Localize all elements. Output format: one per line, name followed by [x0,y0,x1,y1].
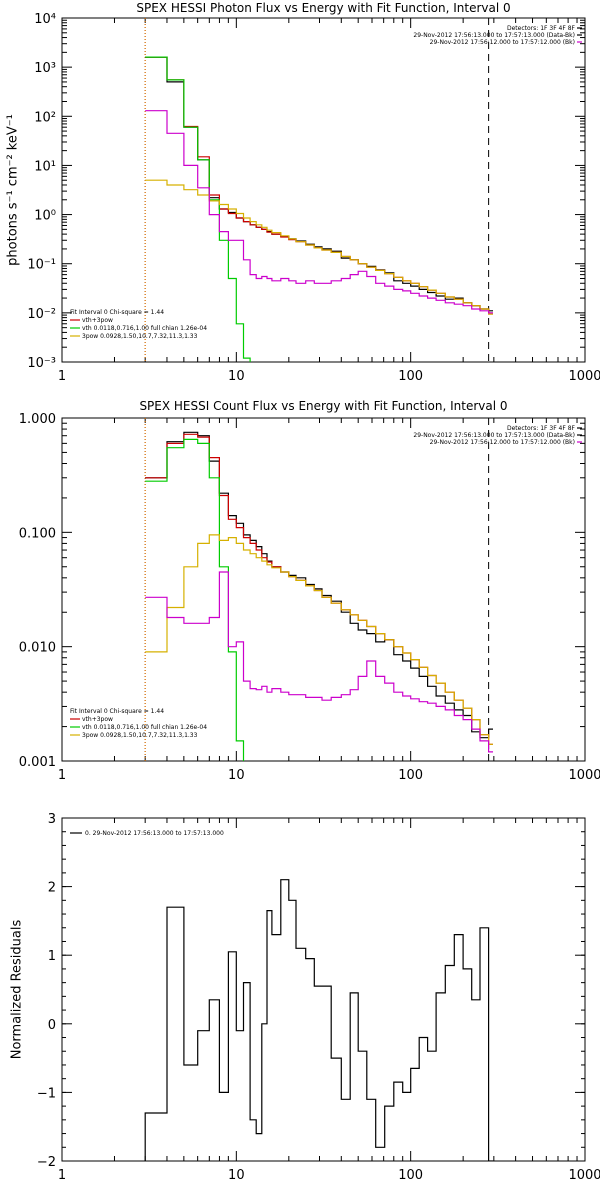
legend-bottom-left-entry: vth 0.0118,0.716,1.00 full chian 1.26e-0… [82,325,207,332]
y-tick-label: 10⁻¹ [27,258,56,273]
legend-bottom-left-entry: Fit Interval 0 Chi-square = 1.44 [70,708,164,715]
y-tick-label: 10⁰ [34,209,56,224]
legend-top-right-entry: 29-Nov-2012 17:56:12.000 to 17:57:12.000… [430,439,575,446]
series-line-bk [145,571,493,753]
axes-frame [61,417,586,762]
x-tick-label: 1000 [568,369,600,384]
y-tick-label: 10⁴ [34,12,56,27]
y-tick-label: 2 [48,881,56,896]
x-tick-label: 1 [58,768,66,783]
y-tick-label: −2 [37,1155,56,1170]
axes-frame [61,17,586,363]
y-tick-label: 10⁻³ [27,356,56,371]
chart-title: SPEX HESSI Photon Flux vs Energy with Fi… [136,1,510,15]
series-line-data [145,56,493,312]
x-tick-label: 1000 [568,1168,600,1183]
legend-bottom-left-entry: vth+3pow [82,317,113,324]
x-tick-label: 10 [228,1168,245,1183]
x-tick-label: 1 [58,1168,66,1183]
legend-bottom-left-entry: vth 0.0118,0.716,1.00 full chian 1.26e-0… [82,724,207,731]
y-tick-label: 10⁻² [27,307,56,322]
y-tick-label: −1 [37,1086,56,1101]
y-tick-label: 1 [48,949,56,964]
legend-top-right-entry: 29-Nov-2012 17:56:12.000 to 17:57:12.000… [430,39,575,46]
series-line-3pow [145,179,493,315]
chart-title: SPEX HESSI Count Flux vs Energy with Fit… [139,399,507,413]
legend-top-right-entry: 29-Nov-2012 17:56:13.000 to 17:57:13.000… [413,432,575,439]
x-tick-label: 100 [398,1168,423,1183]
y-tick-label: 0 [48,1018,56,1033]
series-line-vth [145,438,245,761]
series-group [144,879,493,1161]
y-tick-label: 3 [48,812,56,827]
y-tick-label: 10³ [34,61,56,76]
y-axis-label: photons s⁻¹ cm⁻² keV⁻¹ [6,114,21,266]
x-tick-label: 1 [58,369,66,384]
y-tick-label: 0.001 [19,755,56,770]
chart-panel-2: 1 10 100 1000 0.001 0.010 0.100 1.000 SPEX HESSI… [19,399,600,783]
series-group [145,431,493,761]
axes-frame [61,817,586,1162]
legend-bottom-left-entry: Fit Interval 0 Chi-square = 1.44 [70,309,164,316]
series-line-0-29-nov-2012-17-56-13-000-to-17-57-13-000 [144,879,493,1161]
legend-top-right-entry: Detectors: 1F 3F 4F 8F [507,425,576,432]
legend-top-right-entry: Detectors: 1F 3F 4F 8F [507,25,576,32]
legend-bottom-left-entry: 3pow 0.0928,1.50,10.7,7.32,11.3,1.33 [82,333,198,340]
x-tick-label: 100 [398,768,423,783]
legend-bottom-left-entry: 3pow 0.0928,1.50,10.7,7.32,11.3,1.33 [82,732,198,739]
y-axis-label: Normalized Residuals [10,920,25,1060]
y-tick-label: 0.010 [19,641,56,656]
series-group [145,56,493,362]
legend-top-left-entry: 0. 29-Nov-2012 17:56:13.000 to 17:57:13.… [85,830,224,837]
series-line-data [145,431,493,739]
x-tick-label: 100 [398,369,423,384]
x-tick-label: 1000 [568,768,600,783]
legend-bottom-left-entry: vth+3pow [82,716,113,723]
x-tick-label: 10 [228,369,245,384]
series-line-3pow [145,534,493,745]
y-tick-label: 10² [34,110,56,125]
series-line-bk [145,110,493,314]
legend-top-right-entry: 29-Nov-2012 17:56:13.000 to 17:57:13.000… [413,32,575,39]
y-tick-label: 10¹ [34,159,56,174]
x-tick-label: 10 [228,768,245,783]
y-tick-label: 1.000 [19,412,56,427]
chart-panel-3: 1 10 100 1000 −2 −1 0 1 2 3 Normalized Residuals 0.… [10,812,600,1183]
chart-panel-1: 1 10 100 1000 10⁻³ 10⁻² 10⁻¹ 10⁰ 10¹ 10² 10³ 10⁴ SPE… [6,1,600,384]
y-tick-label: 0.100 [19,526,56,541]
